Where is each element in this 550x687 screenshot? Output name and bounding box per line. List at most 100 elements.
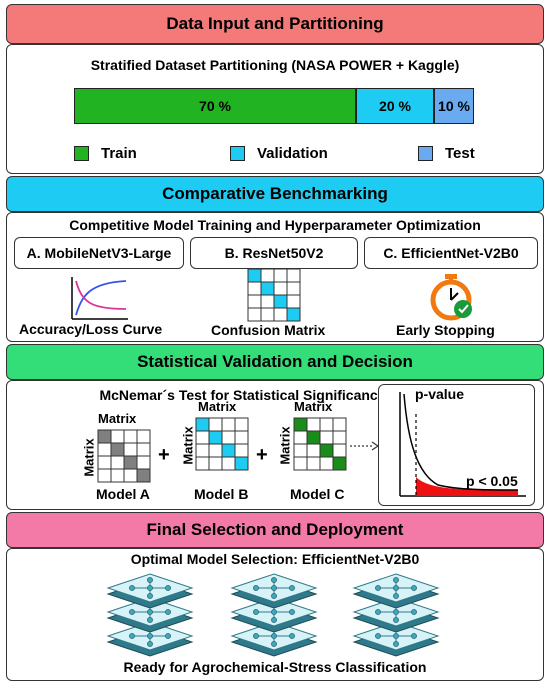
matrix-c-icon [293, 417, 347, 471]
matrix-cell [221, 430, 236, 445]
matrix-b-side-label: Matrix [180, 426, 196, 465]
network-node [411, 585, 417, 591]
network-stack-icon-1 [106, 573, 194, 657]
pvalue-plot-frame [378, 384, 535, 506]
section-title-stats: Statistical Validation and Decision [137, 352, 413, 371]
network-node [271, 633, 277, 639]
network-node [129, 609, 135, 615]
legend-label-validation: Validation [257, 145, 328, 162]
model-box-mobilenet: A. MobileNetV3-Large [14, 237, 184, 269]
section-title-deploy: Final Selection and Deployment [146, 520, 404, 539]
validation-split-label: 20 % [379, 98, 411, 114]
network-node [375, 609, 381, 615]
matrix-cell [273, 281, 288, 296]
model-a-label: Model A [96, 486, 150, 502]
pvalue-distribution-icon [399, 392, 526, 497]
test-split-label: 10 % [438, 98, 470, 114]
matrix-cell [273, 294, 288, 309]
matrix-cell [123, 468, 138, 483]
network-node [393, 593, 399, 599]
network-stack-icon-2 [230, 573, 318, 657]
matrix-cell [195, 430, 210, 445]
legend-swatch-validation [230, 146, 245, 161]
matrix-cell [286, 268, 301, 283]
matrix-cell [97, 442, 112, 457]
plus-sign-1: + [158, 444, 170, 466]
network-node [165, 633, 171, 639]
threshold-label: p < 0.05 [466, 473, 518, 489]
matrix-cell [208, 456, 223, 471]
network-node [271, 585, 277, 591]
network-node [271, 617, 277, 623]
matrix-cell [110, 455, 125, 470]
deploy-subtitle: Optimal Model Selection: EfficientNet-V2… [130, 551, 420, 567]
network-node [129, 633, 135, 639]
matrix-cell [123, 429, 138, 444]
train-split-bar: 70 % [74, 88, 356, 124]
matrix-a-icon [97, 429, 151, 483]
network-node [375, 585, 381, 591]
matrix-cell [136, 442, 151, 457]
network-node [253, 633, 259, 639]
network-node [393, 617, 399, 623]
benchmark-subtitle: Competitive Model Training and Hyperpara… [69, 217, 481, 233]
network-node [289, 609, 295, 615]
matrix-cell [97, 455, 112, 470]
confusion-matrix-icon [247, 268, 301, 322]
legend-label-train: Train [101, 145, 137, 162]
matrix-b-icon [195, 417, 249, 471]
matrix-cell [110, 468, 125, 483]
network-node [147, 593, 153, 599]
matrix-cell [195, 456, 210, 471]
legend-swatch-test [418, 146, 433, 161]
matrix-cell [306, 443, 321, 458]
network-node [271, 577, 277, 583]
validation-split-bar: 20 % [356, 88, 434, 124]
matrix-cell [234, 430, 249, 445]
matrix-cell [234, 417, 249, 432]
network-node [289, 585, 295, 591]
stopwatch-icon [430, 274, 472, 321]
network-stack-icon-3 [352, 573, 440, 657]
matrix-cell [97, 468, 112, 483]
matrix-cell [97, 429, 112, 444]
matrix-cell [273, 268, 288, 283]
matrix-cell [273, 307, 288, 322]
matrix-cell [110, 429, 125, 444]
network-node [393, 609, 399, 615]
test-split-bar: 10 % [434, 88, 474, 124]
network-node [375, 633, 381, 639]
matrix-cell [208, 430, 223, 445]
network-node [393, 577, 399, 583]
accuracy-loss-curve-icon [71, 277, 128, 320]
model-label-resnet: B. ResNet50V2 [224, 245, 324, 261]
matrix-cell [293, 430, 308, 445]
matrix-cell [293, 443, 308, 458]
caption-accuracy-loss: Accuracy/Loss Curve [19, 321, 163, 337]
model-box-resnet: B. ResNet50V2 [190, 237, 358, 269]
network-node [253, 609, 259, 615]
network-node [147, 609, 153, 615]
model-box-efficientnet: C. EfficientNet-V2B0 [364, 237, 538, 269]
section-header-deploy: Final Selection and Deployment [6, 512, 544, 548]
network-node [411, 633, 417, 639]
matrix-cell [221, 443, 236, 458]
network-node [271, 641, 277, 647]
matrix-cell [306, 417, 321, 432]
deploy-caption: Ready for Agrochemical-Stress Classifica… [123, 659, 427, 675]
matrix-cell [319, 430, 334, 445]
matrix-c-top-label: Matrix [294, 399, 333, 414]
dashed-arrow-icon [350, 441, 380, 451]
model-c-label: Model C [290, 486, 345, 502]
matrix-cell [260, 294, 275, 309]
network-node [271, 593, 277, 599]
matrix-cell [306, 456, 321, 471]
plus-sign-2: + [256, 444, 268, 466]
network-node [147, 577, 153, 583]
matrix-cell [208, 443, 223, 458]
matrix-cell [247, 307, 262, 322]
network-node [147, 641, 153, 647]
matrix-cell [332, 456, 347, 471]
network-node [271, 609, 277, 615]
model-label-mobilenet: A. MobileNetV3-Large [26, 245, 172, 261]
